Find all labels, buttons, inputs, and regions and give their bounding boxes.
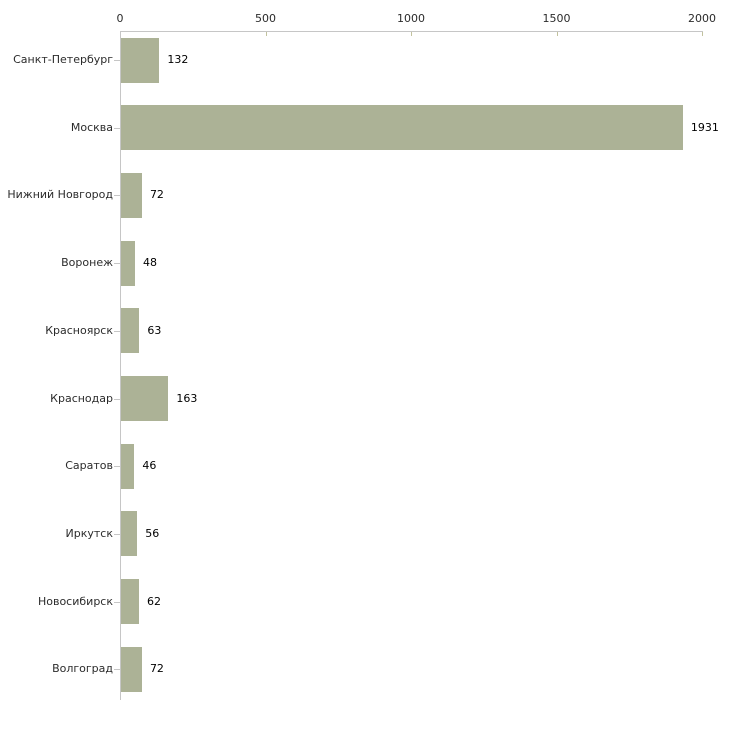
x-tick-mark <box>411 32 412 36</box>
bar <box>121 511 138 557</box>
y-tick-mark <box>114 533 120 535</box>
bar <box>121 376 169 421</box>
value-label: 46 <box>142 459 157 473</box>
x-tick-mark <box>702 32 703 36</box>
y-tick-mark <box>114 601 120 603</box>
y-tick-mark <box>114 127 120 129</box>
bar <box>121 579 140 625</box>
value-label: 163 <box>176 391 198 405</box>
x-tick-mark <box>265 32 267 36</box>
category-label: Иркутск <box>65 526 113 540</box>
value-label: 1931 <box>690 120 719 134</box>
x-tick-label: 1500 <box>542 12 571 25</box>
y-tick-mark <box>114 466 120 468</box>
x-axis-line <box>120 31 703 32</box>
bar <box>121 240 135 286</box>
value-label: 48 <box>142 256 157 270</box>
value-label: 72 <box>149 188 164 202</box>
x-tick-label: 2000 <box>688 12 716 25</box>
category-label: Саратов <box>65 459 113 473</box>
category-label: Нижний Новгород <box>7 188 113 202</box>
value-label: 72 <box>149 662 164 676</box>
bar <box>121 646 142 692</box>
value-label: 63 <box>147 323 162 337</box>
category-label: Краснодар <box>50 391 113 405</box>
bar <box>121 105 683 151</box>
y-tick-mark <box>114 60 120 61</box>
value-label: 132 <box>167 53 189 66</box>
y-tick-mark <box>114 195 120 197</box>
y-tick-mark <box>114 330 120 332</box>
category-label: Волгоград <box>52 662 113 676</box>
bar <box>121 308 140 354</box>
y-axis-line <box>120 31 121 700</box>
x-tick-mark <box>556 32 558 36</box>
y-tick-mark <box>114 398 120 400</box>
value-label: 56 <box>145 526 160 540</box>
x-tick-label: 1000 <box>397 12 425 25</box>
category-label: Красноярск <box>45 323 113 337</box>
y-tick-mark <box>114 263 120 265</box>
category-label: Новосибирск <box>37 594 113 608</box>
y-tick-mark <box>114 669 120 671</box>
bar <box>121 37 160 83</box>
category-label: Москва <box>70 120 113 134</box>
bar <box>121 172 142 218</box>
x-tick-label: 0 <box>116 12 124 25</box>
x-tick-label: 500 <box>255 12 276 25</box>
category-label: Воронеж <box>61 256 113 270</box>
category-label: Санкт-Петербург <box>13 53 113 66</box>
bar <box>121 443 135 489</box>
value-label: 62 <box>147 594 162 608</box>
